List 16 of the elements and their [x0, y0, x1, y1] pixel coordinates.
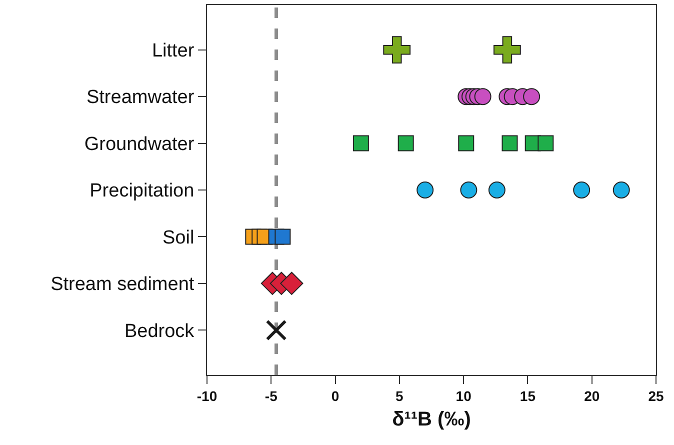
x-tick-label: 5: [396, 388, 404, 404]
y-tick-label: Soil: [162, 227, 194, 248]
x-tick-label: 20: [584, 388, 600, 404]
x-tick-label: 0: [331, 388, 340, 404]
y-tick-label: Groundwater: [84, 134, 195, 155]
x-tick-label: 25: [648, 388, 664, 404]
x-tick-label: -5: [264, 388, 278, 404]
x-axis-title: δ¹¹B (‰): [392, 408, 471, 430]
x-tick-label: 10: [456, 388, 472, 404]
x-tick-label: 15: [520, 388, 536, 404]
y-tick-label: Stream sediment: [50, 274, 195, 296]
y-tick-label: Streamwater: [86, 87, 195, 108]
x-tick-label: -10: [196, 388, 218, 404]
y-tick-label: Precipitation: [90, 180, 194, 202]
y-tick-label: Litter: [152, 40, 195, 62]
y-tick-label: Bedrock: [124, 320, 195, 342]
